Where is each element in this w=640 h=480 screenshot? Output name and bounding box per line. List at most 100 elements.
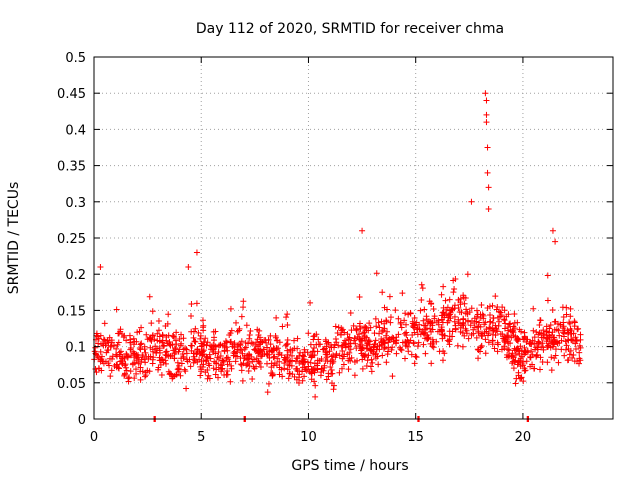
data-point xyxy=(438,291,445,298)
data-point xyxy=(430,339,437,346)
data-point xyxy=(287,348,294,355)
data-point xyxy=(558,337,565,344)
data-point xyxy=(332,323,339,330)
data-point xyxy=(475,355,482,362)
data-point xyxy=(328,353,335,360)
data-point xyxy=(304,359,311,366)
data-point xyxy=(494,314,501,321)
data-point xyxy=(551,355,558,362)
data-point xyxy=(98,353,105,360)
data-point xyxy=(508,328,515,335)
data-point xyxy=(387,319,394,326)
data-point xyxy=(498,312,505,319)
data-point xyxy=(369,359,376,366)
data-point xyxy=(107,373,114,380)
data-point xyxy=(530,305,537,312)
data-point xyxy=(142,372,149,379)
data-point xyxy=(458,309,465,316)
data-point xyxy=(138,340,145,347)
data-point xyxy=(197,335,204,342)
data-point xyxy=(529,351,536,358)
data-point xyxy=(471,315,478,322)
data-point xyxy=(127,346,134,353)
data-point xyxy=(381,340,388,347)
data-point xyxy=(158,371,165,378)
data-point xyxy=(512,333,519,340)
data-point xyxy=(511,319,518,326)
data-point xyxy=(310,345,317,352)
data-point xyxy=(202,335,209,342)
data-point xyxy=(270,354,277,361)
data-point xyxy=(318,369,325,376)
data-point xyxy=(530,327,537,334)
data-point xyxy=(486,324,493,331)
data-point xyxy=(446,296,453,303)
data-point xyxy=(515,347,522,354)
data-point xyxy=(318,355,325,362)
data-point xyxy=(265,380,272,387)
data-point xyxy=(215,348,222,355)
data-point xyxy=(299,352,306,359)
data-point xyxy=(336,369,343,376)
data-point xyxy=(395,315,402,322)
data-point xyxy=(209,346,216,353)
data-point xyxy=(473,334,480,341)
data-point xyxy=(491,345,498,352)
data-point xyxy=(200,327,207,334)
data-point xyxy=(136,345,143,352)
data-point xyxy=(383,359,390,366)
data-point xyxy=(192,325,199,332)
data-point xyxy=(539,358,546,365)
data-point xyxy=(420,317,427,324)
data-point xyxy=(485,339,492,346)
data-point xyxy=(192,338,199,345)
data-point xyxy=(422,350,429,357)
data-point xyxy=(278,352,285,359)
data-point xyxy=(449,328,456,335)
data-point xyxy=(236,341,243,348)
data-point xyxy=(561,352,568,359)
data-point xyxy=(238,347,245,354)
data-point xyxy=(450,289,457,296)
data-point xyxy=(227,378,234,385)
data-point xyxy=(559,325,566,332)
data-point xyxy=(397,346,404,353)
data-point xyxy=(284,336,291,343)
data-point xyxy=(214,354,221,361)
data-point xyxy=(397,319,404,326)
data-point xyxy=(281,360,288,367)
data-point xyxy=(446,338,453,345)
data-point xyxy=(521,344,528,351)
data-point xyxy=(429,326,436,333)
data-point xyxy=(359,365,366,372)
data-point xyxy=(570,351,577,358)
data-point xyxy=(389,373,396,380)
data-point xyxy=(383,332,390,339)
data-point xyxy=(284,322,291,329)
data-point xyxy=(110,342,117,349)
data-point xyxy=(312,382,319,389)
data-point xyxy=(368,356,375,363)
data-point xyxy=(461,332,468,339)
data-point xyxy=(307,359,314,366)
x-tick-label: 0 xyxy=(90,430,98,445)
data-point xyxy=(357,341,364,348)
data-point xyxy=(457,301,464,308)
data-point xyxy=(521,367,528,374)
data-point xyxy=(130,341,137,348)
x-tick-label: 10 xyxy=(300,430,317,445)
data-point xyxy=(428,360,435,367)
data-point xyxy=(307,341,314,348)
data-point xyxy=(414,343,421,350)
data-point xyxy=(321,364,328,371)
data-point xyxy=(572,340,579,347)
data-point xyxy=(284,347,291,354)
data-point xyxy=(142,373,149,380)
data-point xyxy=(413,326,420,333)
data-point xyxy=(331,341,338,348)
data-point xyxy=(138,324,145,331)
data-point xyxy=(492,293,499,300)
plot-border xyxy=(93,56,614,420)
data-point xyxy=(165,311,172,318)
data-point xyxy=(328,380,335,387)
